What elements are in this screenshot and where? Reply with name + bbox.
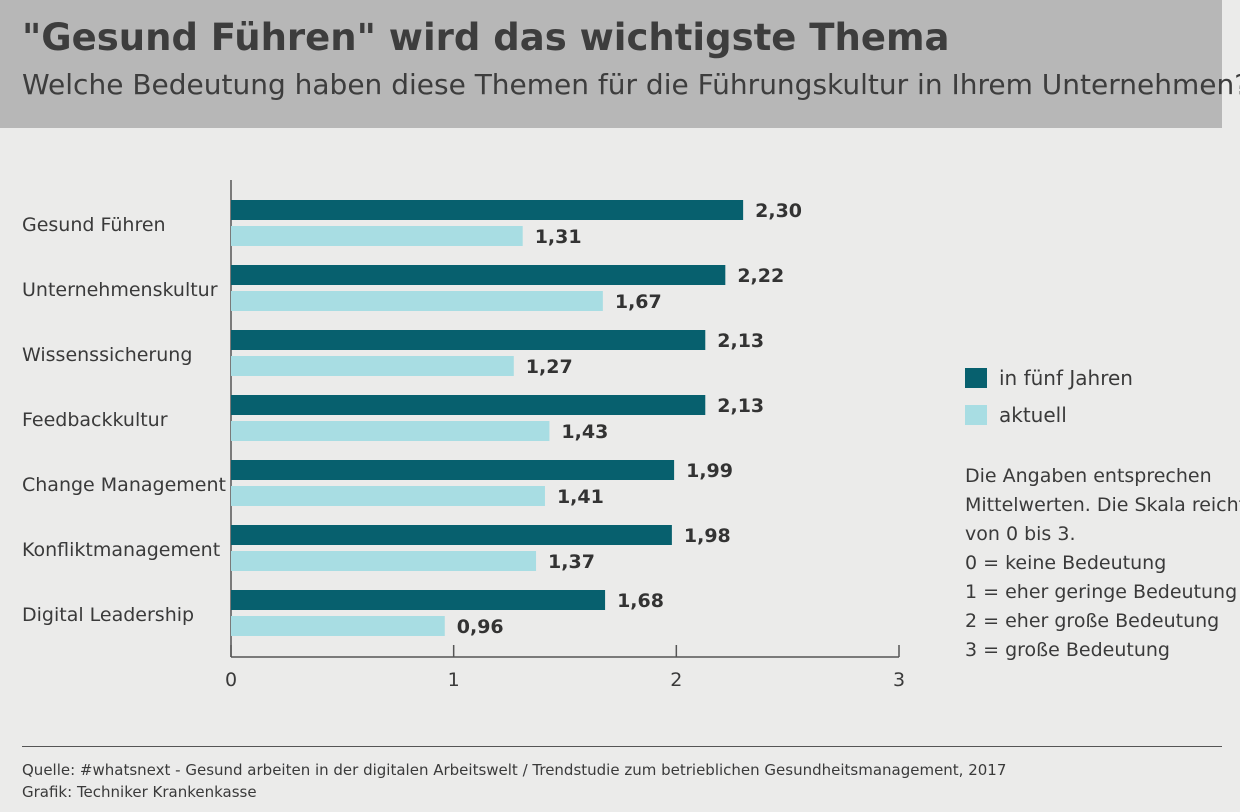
category-label: Konfliktmanagement: [22, 539, 220, 561]
scale-notes: Die Angaben entsprechen Mittelwerten. Di…: [965, 462, 1240, 665]
x-tick-label: 2: [670, 669, 682, 691]
value-label-current: 1,37: [548, 551, 595, 573]
bar-current: [231, 486, 545, 506]
x-tick-label: 0: [225, 669, 237, 691]
chart-subtitle: Welche Bedeutung haben diese Themen für …: [22, 68, 1240, 101]
bar-current: [231, 421, 550, 441]
value-label-future: 2,13: [717, 395, 764, 417]
value-label-future: 2,13: [717, 330, 764, 352]
bar-current: [231, 291, 603, 311]
value-label-future: 1,68: [617, 590, 664, 612]
note-line: Die Angaben entsprechen: [965, 465, 1212, 487]
note-line: von 0 bis 3.: [965, 523, 1076, 545]
category-label: Unternehmenskultur: [22, 279, 218, 301]
legend-label-future: in fünf Jahren: [999, 366, 1133, 390]
bar-current: [231, 551, 537, 571]
footer-divider: [22, 746, 1222, 747]
value-label-current: 0,96: [457, 616, 504, 638]
legend-swatch-future: [965, 368, 987, 388]
note-line: Mittelwerten. Die Skala reicht: [965, 494, 1240, 516]
bar-current: [231, 356, 514, 376]
category-label: Wissenssicherung: [22, 344, 192, 366]
value-label-future: 2,30: [755, 200, 802, 222]
value-label-future: 1,99: [686, 460, 733, 482]
header-banner: "Gesund Führen" wird das wichtigste Them…: [0, 0, 1240, 128]
x-tick-label: 3: [893, 669, 905, 691]
value-label-current: 1,43: [561, 421, 608, 443]
bar-future: [231, 590, 606, 610]
value-label-current: 1,31: [535, 226, 582, 248]
legend-swatch-current: [965, 405, 987, 425]
source-text: Quelle: #whatsnext - Gesund arbeiten in …: [22, 761, 1007, 779]
value-label-future: 1,98: [684, 525, 731, 547]
bar-future: [231, 265, 726, 285]
bar-future: [231, 330, 706, 350]
footer: Quelle: #whatsnext - Gesund arbeiten in …: [22, 759, 1006, 803]
credit-text: Grafik: Techniker Krankenkasse: [22, 783, 257, 801]
note-line: 3 = große Bedeutung: [965, 639, 1170, 661]
bar-current: [231, 226, 523, 246]
value-label-future: 2,22: [737, 265, 784, 287]
note-line: 0 = keine Bedeutung: [965, 552, 1167, 574]
bar-future: [231, 525, 672, 545]
value-label-current: 1,41: [557, 486, 604, 508]
value-label-current: 1,67: [615, 291, 662, 313]
category-label: Change Management: [22, 474, 226, 496]
note-line: 2 = eher große Bedeutung: [965, 610, 1220, 632]
bar-future: [231, 200, 744, 220]
value-label-current: 1,27: [526, 356, 573, 378]
category-label: Feedbackkultur: [22, 409, 168, 431]
category-label: Gesund Führen: [22, 214, 166, 236]
x-tick-label: 1: [448, 669, 460, 691]
bar-future: [231, 460, 675, 480]
legend-item-current: aktuell: [965, 403, 1067, 427]
legend-item-future: in fünf Jahren: [965, 366, 1133, 390]
note-line: 1 = eher geringe Bedeutung: [965, 581, 1238, 603]
bar-current: [231, 616, 445, 636]
legend-label-current: aktuell: [999, 403, 1067, 427]
bar-future: [231, 395, 706, 415]
category-label: Digital Leadership: [22, 604, 194, 626]
chart-title: "Gesund Führen" wird das wichtigste Them…: [22, 16, 950, 59]
